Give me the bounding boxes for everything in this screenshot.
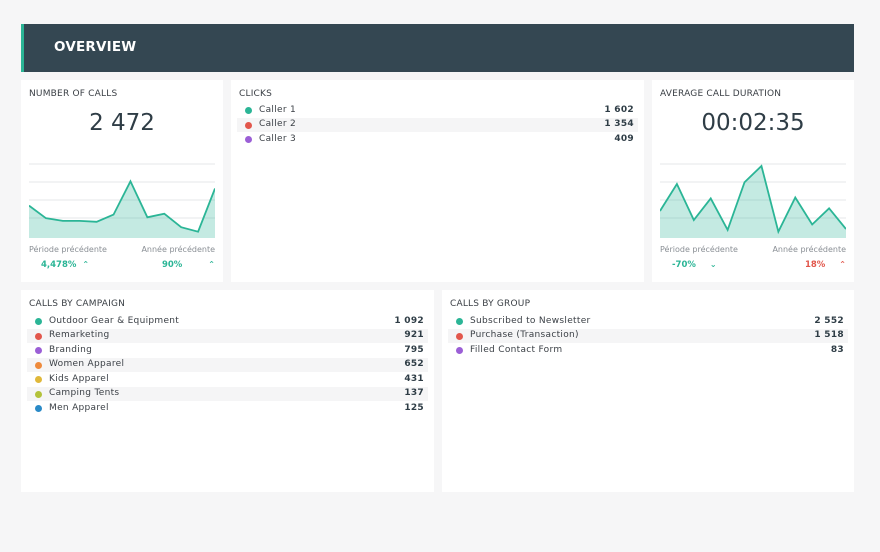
list-item-value: 1 354 [604, 119, 634, 129]
list-item-value: 137 [404, 388, 424, 398]
list-item[interactable]: Purchase (Transaction) 1 518 [448, 328, 848, 343]
list-item-label: Caller 3 [259, 133, 297, 144]
legend-dot-icon [35, 347, 42, 354]
list-item[interactable]: Branding 795 [27, 343, 428, 358]
average-duration-card: AVERAGE CALL DURATION 00:02:35 Période p… [652, 80, 854, 282]
legend-dot-icon [456, 318, 463, 325]
calls-by-group-card: CALLS BY GROUP Subscribed to Newsletter 2… [442, 290, 854, 492]
list-item[interactable]: Caller 3 409 [237, 132, 638, 147]
legend-dot-icon [35, 332, 42, 340]
legend-dot-icon [245, 107, 252, 114]
previous-period-value: -70% [672, 260, 696, 270]
list-item[interactable]: Outdoor Gear & Equipment 1 092 [27, 314, 428, 329]
list-item-value: 1 602 [604, 104, 634, 115]
legend-dot-icon [35, 318, 42, 325]
list-item-value: 652 [404, 359, 424, 369]
list-item-label: Purchase (Transaction) [470, 330, 579, 340]
list-item[interactable]: Subscribed to Newsletter 2 552 [448, 314, 848, 329]
legend-dot-icon [456, 347, 463, 354]
list-item-value: 921 [404, 330, 424, 340]
series-line [29, 179, 215, 233]
previous-period-stat: -70% ⌄ [672, 260, 717, 270]
list-item-label: Caller 1 [259, 104, 297, 115]
list-item-label: Kids Apparel [49, 373, 109, 384]
legend-dot-icon [35, 361, 42, 369]
area-fill [29, 181, 215, 238]
previous-period-value: 4,478% [41, 260, 77, 270]
list-item-value: 2 552 [814, 315, 844, 326]
previous-year-label: Année précédente [141, 245, 215, 254]
card-title: CLICKS [239, 89, 273, 99]
list-item-value: 795 [404, 344, 424, 355]
group-list: Subscribed to Newsletter 2 552 Purchase (T… [448, 314, 848, 358]
series-line [660, 164, 846, 235]
duration-area-chart [660, 163, 846, 238]
previous-period-stat: 4,478% ⌃ [41, 260, 89, 270]
list-item-value: 125 [404, 402, 424, 413]
list-item[interactable]: Kids Apparel 431 [27, 372, 428, 387]
calls-total: 2 472 [89, 110, 155, 136]
previous-period-label: Période précédente [29, 245, 107, 254]
list-item-label: Women Apparel [49, 359, 125, 369]
number-of-calls-card: NUMBER OF CALLS 2 472 Période précédente… [21, 80, 223, 282]
chevron-up-icon: ⌃ [208, 260, 215, 269]
average-duration-value: 00:02:35 [701, 110, 805, 136]
list-item[interactable]: Filled Contact Form 83 [448, 343, 848, 358]
legend-dot-icon [245, 121, 252, 129]
calls-by-campaign-card: CALLS BY CAMPAIGN Outdoor Gear & Equipme… [21, 290, 434, 492]
card-title: NUMBER OF CALLS [29, 89, 118, 99]
list-item-label: Filled Contact Form [470, 344, 563, 355]
list-item-value: 431 [404, 373, 424, 384]
list-item[interactable]: Caller 2 1 354 [237, 117, 638, 132]
list-item-value: 1 092 [394, 315, 424, 326]
list-item-label: Men Apparel [49, 402, 109, 413]
list-item-label: Caller 2 [259, 119, 297, 129]
calls-area-chart [29, 163, 215, 238]
list-item-value: 1 518 [814, 330, 844, 340]
previous-period-label: Période précédente [660, 245, 738, 254]
legend-dot-icon [456, 332, 463, 340]
list-item[interactable]: Men Apparel 125 [27, 401, 428, 416]
previous-year-value: 18% [804, 260, 826, 270]
chevron-up-icon: ⌃ [82, 260, 90, 269]
list-item-value: 409 [614, 133, 634, 144]
legend-dot-icon [35, 376, 42, 383]
legend-dot-icon [35, 405, 42, 412]
previous-year-label: Année précédente [772, 245, 846, 254]
list-item[interactable]: Remarketing 921 [27, 328, 428, 343]
legend-dot-icon [35, 390, 42, 398]
card-title: CALLS BY CAMPAIGN [29, 299, 126, 309]
page-title: OVERVIEW [54, 39, 137, 55]
chevron-down-icon: ⌄ [709, 260, 717, 269]
list-item-label: Outdoor Gear & Equipment [49, 315, 180, 326]
chevron-up-icon: ⌃ [839, 260, 846, 269]
previous-year-value: 90% [161, 260, 183, 270]
card-title: CALLS BY GROUP [450, 299, 531, 309]
legend-dot-icon [245, 136, 252, 143]
previous-year-stat: 18% ⌃ [805, 260, 846, 270]
clicks-list: Caller 1 1 602 Caller 2 1 354 Caller 3 409 [237, 103, 638, 147]
list-item[interactable]: Camping Tents 137 [27, 386, 428, 401]
card-title: AVERAGE CALL DURATION [660, 89, 782, 99]
campaign-list: Outdoor Gear & Equipment 1 092 Remarketing… [27, 314, 428, 416]
list-item[interactable]: Women Apparel 652 [27, 357, 428, 372]
area-fill [660, 166, 846, 238]
list-item-label: Camping Tents [49, 388, 120, 398]
list-item-label: Remarketing [49, 330, 110, 340]
overview-header: OVERVIEW [21, 24, 854, 72]
list-item-label: Branding [49, 344, 93, 355]
list-item-label: Subscribed to Newsletter [470, 315, 591, 326]
list-item-value: 83 [830, 344, 844, 355]
previous-year-stat: 90% ⌃ [162, 260, 215, 270]
list-item[interactable]: Caller 1 1 602 [237, 103, 638, 118]
